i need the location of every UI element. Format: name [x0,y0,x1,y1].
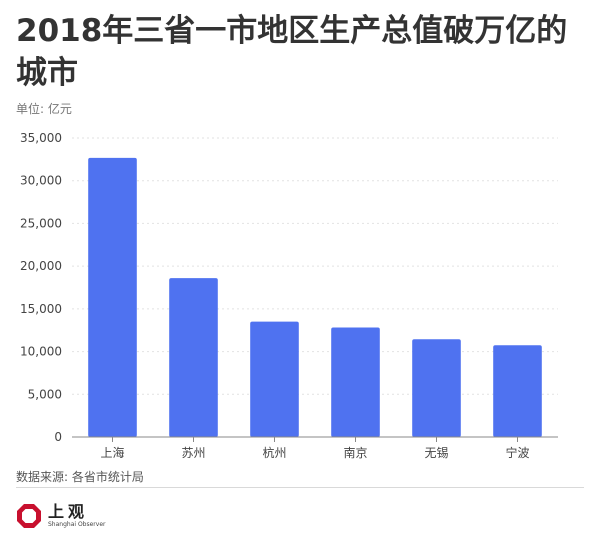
x-tick-label: 杭州 [262,445,286,460]
y-tick-label: 15,000 [20,302,62,316]
logo-name: 上观 [48,502,89,521]
y-tick-label: 20,000 [20,259,62,273]
y-tick-label: 35,000 [20,131,62,145]
bar-chart: 0 5,000 10,000 15,000 20,000 25,000 30,000 35,0… [20,131,558,460]
chart-title: 2018年三省一市地区生产总值破万亿的城市 [16,13,568,91]
grid-lines [72,137,558,395]
y-tick-label: 30,000 [20,174,62,188]
x-tick-label: 上海 [100,445,124,460]
bar-5 [412,339,461,437]
logo-mark-icon [17,504,41,528]
logo-subtitle: Shanghai Observer [48,521,106,528]
publisher-logo: 上观 Shanghai Observer [16,498,105,534]
bar-4 [331,327,380,437]
x-tick-label: 宁波 [505,445,529,460]
x-axis: 上海 苏州 杭州 南京 无锡 宁波 [72,436,558,460]
footer-divider [16,487,584,488]
y-axis: 0 5,000 10,000 15,000 20,000 25,000 30,000 35,0… [20,131,62,444]
unit-label: 单位: 亿元 [16,102,72,116]
y-tick-label: 5,000 [28,387,62,401]
data-source: 数据来源: 各省市统计局 [16,470,144,484]
bar-3 [250,321,299,437]
y-tick-label: 0 [54,430,62,444]
bar-1 [88,157,137,437]
bars [88,157,542,437]
bar-6 [493,345,542,437]
bar-2 [169,278,218,437]
x-tick-label: 苏州 [181,446,205,460]
x-tick-label: 南京 [343,445,367,460]
x-tick-label: 无锡 [424,445,448,460]
y-tick-label: 25,000 [20,216,62,230]
y-tick-label: 10,000 [20,345,62,359]
